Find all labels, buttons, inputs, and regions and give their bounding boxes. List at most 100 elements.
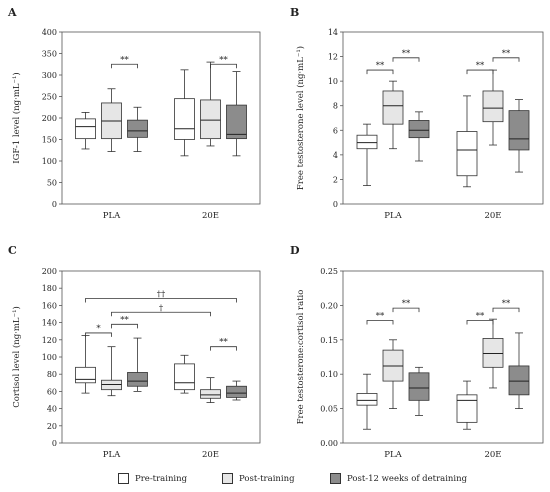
x-tick-label: PLA [103, 211, 121, 221]
bracket-line [111, 311, 211, 317]
bracket-line [392, 307, 420, 313]
significance-marker: ** [502, 49, 511, 59]
box-plot [200, 61, 221, 147]
y-axis-label: Free testosterone level (ng·mL⁻¹) [295, 46, 306, 190]
y-tick-label: 200 [42, 267, 57, 276]
box-plot [382, 339, 404, 410]
legend-swatch-post-training [222, 473, 233, 484]
bracket-line [210, 346, 237, 351]
significance-bracket: ** [366, 61, 394, 75]
significance-marker: ** [120, 315, 129, 325]
y-tick-label: 0 [52, 439, 57, 448]
y-tick-label: 8 [333, 102, 338, 111]
box-iqr [356, 393, 378, 406]
box-iqr [75, 118, 96, 140]
box-iqr [482, 90, 504, 123]
y-tick-label: 14 [328, 28, 338, 37]
y-tick-label: 2 [333, 175, 338, 184]
y-tick-label: 0.10 [320, 370, 338, 379]
bracket-line [466, 320, 494, 325]
bracket-line [492, 307, 520, 313]
significance-marker: ** [376, 312, 385, 322]
y-tick-label: 120 [42, 336, 57, 345]
y-tick-label: 50 [47, 179, 57, 188]
significance-marker: ** [502, 299, 511, 309]
box-plot [408, 111, 430, 162]
box-plot [200, 377, 221, 403]
bracket-line [111, 323, 138, 329]
box-plot [356, 123, 378, 186]
bracket-line [466, 69, 494, 75]
y-tick-label: 180 [42, 284, 57, 293]
significance-bracket: ** [392, 299, 420, 313]
significance-bracket: ** [466, 61, 494, 75]
bracket-line [85, 298, 237, 303]
box-plot [356, 373, 378, 430]
x-tick-label: PLA [103, 450, 121, 460]
y-axis-label: Cortisol level (ng·mL⁻¹) [11, 306, 22, 408]
box-plot [75, 335, 96, 394]
y-tick-label: 0.00 [320, 439, 338, 448]
bracket-line [210, 63, 237, 69]
y-tick-label: 6 [333, 126, 338, 135]
bracket-line [366, 69, 394, 75]
significance-marker: * [96, 324, 101, 334]
box-plot [482, 69, 504, 146]
box-plot [456, 380, 478, 430]
y-tick-label: 0.05 [320, 405, 338, 414]
box-plot [127, 337, 148, 392]
y-axis-label: IGF-1 level (ng·mL⁻¹) [11, 72, 22, 164]
legend-swatch-pre-training [118, 473, 129, 484]
significance-marker: † [159, 303, 164, 313]
box-iqr [482, 338, 504, 368]
box-iqr [408, 372, 430, 401]
significance-bracket: ** [210, 338, 237, 351]
bracket-line [492, 57, 520, 62]
y-axis-label: Free testosterone:cortisol ratio [296, 290, 306, 425]
significance-marker: ** [120, 55, 129, 65]
x-tick-label: 20E [202, 211, 219, 221]
box-iqr [382, 90, 404, 125]
y-tick-label: 12 [328, 53, 338, 62]
box-plot [174, 354, 195, 394]
significance-bracket: ** [366, 312, 394, 325]
legend-item-pre-training: Pre-training [118, 473, 187, 484]
x-tick-label: PLA [384, 450, 402, 460]
y-tick-label: 300 [42, 71, 57, 80]
y-tick-label: 20 [47, 422, 57, 431]
y-tick-label: 60 [47, 387, 57, 396]
box-iqr [408, 120, 430, 139]
box-plot [382, 80, 404, 150]
y-tick-label: 10 [328, 77, 338, 86]
box-plot [456, 95, 478, 188]
y-tick-label: 0.20 [320, 301, 338, 310]
bracket-line [366, 320, 394, 325]
significance-marker: ** [219, 338, 228, 348]
box-iqr [508, 365, 530, 396]
significance-marker: ** [402, 49, 411, 59]
box-iqr [174, 98, 195, 140]
significance-bracket: ** [210, 55, 237, 69]
panel-label-a: A [7, 6, 17, 19]
box-iqr [356, 134, 378, 150]
y-tick-label: 80 [47, 370, 57, 379]
y-tick-label: 200 [42, 114, 57, 123]
x-tick-label: 20E [202, 450, 219, 460]
bracket-line [392, 57, 420, 62]
box-iqr [200, 99, 221, 140]
box-plot [508, 99, 530, 173]
significance-bracket: * [85, 324, 112, 337]
box-iqr [127, 119, 148, 138]
bracket-line [111, 63, 138, 69]
panel-b: B 0 2 4 6 8 10 12 14 Free testosterone level (ng… [290, 6, 544, 221]
box-plot [101, 88, 122, 152]
y-tick-label: 40 [47, 405, 57, 414]
y-tick-label: 350 [42, 50, 57, 59]
plot-frame [342, 270, 544, 444]
box-plot [482, 318, 504, 389]
box-plot [508, 332, 530, 410]
legend-swatch-post-12-weeks-detraining [330, 473, 341, 484]
panel-label-b: B [290, 6, 299, 19]
box-plot [101, 346, 122, 397]
